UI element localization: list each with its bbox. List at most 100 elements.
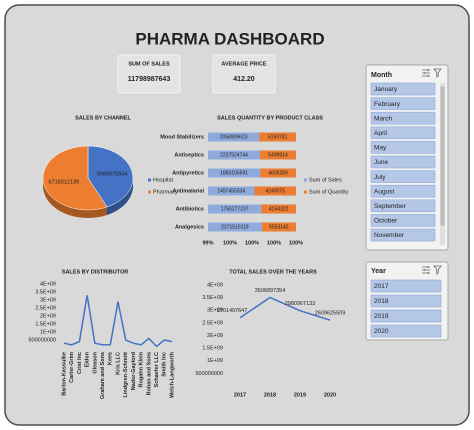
slicer-item[interactable] [370, 184, 436, 198]
data-label: 1883105591 [220, 170, 248, 176]
slicer-item-label[interactable]: January [374, 86, 398, 93]
slicer-item-label[interactable]: November [374, 232, 405, 239]
data-label: 1497455334 [217, 188, 245, 194]
data-label: 2058909623 [220, 134, 248, 140]
bar [208, 168, 261, 178]
x-tick-label: 100% [289, 240, 303, 246]
slicer-item[interactable] [370, 294, 442, 308]
x-tick-label: Schaefer LLC [154, 352, 160, 387]
data-label: 4154322 [269, 206, 289, 212]
x-tick-label: Barton-Kassulke [61, 352, 67, 396]
bar [208, 186, 255, 196]
slicer-item[interactable] [370, 111, 436, 125]
y-tick-label: Antiseptics [174, 152, 204, 158]
x-tick-label: Rohan and Sons [146, 352, 152, 395]
kpi-card [212, 54, 276, 94]
slicer-item[interactable] [370, 126, 436, 140]
kpi-value: 412.20 [233, 76, 255, 83]
x-tick-label: Crist Inc [77, 352, 83, 374]
slicer-item-label[interactable]: July [374, 174, 386, 181]
slicer-item[interactable] [370, 199, 436, 213]
x-tick-label: 2020 [324, 392, 336, 398]
data-label: 5080675504 [97, 172, 128, 178]
slicer-item[interactable] [370, 228, 436, 242]
x-tick-label: Kees [108, 352, 114, 365]
scroll-thumb[interactable] [440, 86, 445, 226]
slicer-item-label[interactable]: August [374, 188, 394, 195]
slicer-item-label[interactable]: February [374, 101, 401, 108]
bar [208, 150, 261, 160]
legend-label: Sum of Sales [309, 177, 342, 183]
y-tick-label: Antipyretics [172, 170, 204, 176]
y-tick-label: 3.5E+09 [35, 289, 56, 295]
x-tick-label: 2017 [234, 392, 246, 398]
y-tick-label: 1.5E+09 [202, 346, 223, 352]
slicer-item-label[interactable]: 2017 [374, 283, 389, 290]
data-label: 3506897354 [255, 288, 286, 294]
bar [261, 204, 296, 214]
legend-label: Hospital [153, 177, 173, 183]
pie-slice [87, 145, 134, 208]
y-tick-label: 1E+09 [40, 329, 56, 335]
slicer-item-label[interactable]: September [374, 203, 407, 210]
slicer-item[interactable] [370, 324, 442, 338]
slicer-item-label[interactable]: 2018 [374, 298, 389, 305]
slicer-item-label[interactable]: March [374, 115, 392, 122]
slicer-item-label[interactable]: 2019 [374, 313, 389, 320]
x-tick-label: Eldon [85, 351, 91, 367]
y-tick-label: Mood Stabilizers [160, 134, 204, 140]
slicer-item-label[interactable]: April [374, 130, 388, 137]
data-label: 5169781 [268, 134, 288, 140]
data-label: 2980967133 [285, 301, 316, 307]
y-tick-label: 3E+09 [40, 297, 56, 303]
chart-title: SALES BY CHANNEL [75, 115, 131, 121]
legend-swatch [148, 178, 151, 182]
slicer-item[interactable] [370, 279, 442, 293]
x-tick-label: 100% [267, 240, 281, 246]
line [239, 296, 331, 321]
legend-swatch [148, 190, 151, 194]
slicer-item-label[interactable]: June [374, 159, 388, 166]
slicer-item[interactable] [370, 214, 436, 227]
y-tick-label: 2E+09 [207, 333, 223, 339]
data-label: 6718312139 [49, 179, 80, 185]
data-label: 5553143 [269, 224, 289, 230]
chart-title: SALES BY DISTRIBUTOR [62, 269, 128, 275]
slicer-item[interactable] [370, 170, 436, 183]
data-label: 1750277237 [221, 206, 249, 212]
slicer-item[interactable] [370, 141, 436, 154]
y-tick-label: Antimalarial [173, 188, 205, 194]
slicer-item[interactable] [370, 82, 436, 96]
slicer-item[interactable] [370, 97, 436, 110]
dashboard-title: PHARMA DASHBOARD [135, 29, 324, 48]
slicer-item[interactable] [370, 155, 436, 169]
bar-plot [208, 132, 296, 232]
slicer-title: Year [371, 268, 386, 275]
slicer-item-label[interactable]: October [374, 218, 398, 225]
chart-title: SALES QUANTITY BY PRODUCT CLASS [217, 115, 323, 121]
bar [259, 132, 296, 142]
data-label: 5499914 [268, 152, 288, 158]
data-label: 2237524744 [220, 152, 248, 158]
slicer-icons[interactable] [422, 68, 442, 275]
data-label: 2701497647 [217, 308, 248, 314]
slicer-item[interactable] [370, 309, 442, 323]
x-tick-label: Rogahn Klein [139, 351, 145, 387]
bar [260, 168, 296, 178]
x-tick-label: Gleason [92, 351, 98, 373]
legend-label: Sum of Quantity [309, 189, 349, 195]
x-tick-label: Welch-Langworth [169, 351, 175, 398]
bar [208, 204, 262, 214]
y-tick-label: 500000000 [28, 337, 56, 343]
bar [260, 150, 296, 160]
slicer-item-label[interactable]: 2020 [374, 328, 389, 335]
bar [208, 132, 260, 142]
data-label: 2609625509 [315, 311, 346, 317]
x-tick-label: 100% [245, 240, 259, 246]
slicer-item-label[interactable]: May [374, 145, 387, 152]
pie-slice [42, 145, 108, 211]
bar [254, 186, 296, 196]
y-tick-label: 2.5E+09 [202, 320, 223, 326]
